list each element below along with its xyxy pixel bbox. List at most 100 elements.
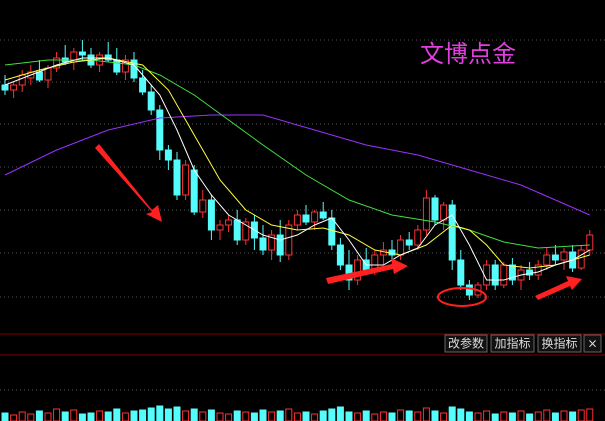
- candle-body: [336, 244, 344, 266]
- volume-bar: [500, 411, 508, 421]
- button-label: 换指标: [541, 336, 577, 351]
- candle-body: [225, 219, 233, 226]
- volume-bar: [190, 408, 198, 421]
- candle-body: [173, 159, 181, 196]
- volume-bar: [18, 411, 26, 421]
- volume-bar: [27, 413, 35, 421]
- toolbar-button[interactable]: 加指标: [490, 334, 535, 353]
- toolbar: 改参数 加指标 换指标 ×: [444, 334, 602, 353]
- volume-bar: [61, 411, 69, 421]
- candle-body: [78, 51, 86, 56]
- volume-bar: [164, 408, 172, 421]
- moving-average: [4, 57, 590, 269]
- volume-bar: [311, 413, 319, 421]
- candle-body: [216, 224, 224, 231]
- volume-bar: [113, 408, 121, 421]
- volume-bar: [354, 412, 362, 421]
- volume-bar: [276, 410, 284, 421]
- volume-bar: [10, 414, 18, 421]
- button-label: 加指标: [494, 336, 530, 351]
- candle-body: [44, 67, 52, 81]
- volume-bar: [345, 411, 353, 421]
- candle-body: [182, 164, 190, 196]
- candle-body: [302, 214, 310, 223]
- volume-bar: [302, 411, 310, 421]
- candle-body: [586, 234, 594, 251]
- volume-bar: [173, 406, 181, 421]
- volume-bar: [405, 410, 413, 421]
- volume-bar: [182, 410, 190, 421]
- volume-bar: [328, 408, 336, 421]
- volume-bar: [242, 411, 250, 421]
- volume-bar: [362, 410, 370, 421]
- volume-bar: [508, 412, 516, 421]
- candle-body: [190, 169, 198, 213]
- volume-bar: [560, 410, 568, 421]
- volume-bar: [388, 412, 396, 421]
- button-label: 改参数: [448, 336, 484, 351]
- volume-bar: [250, 412, 258, 421]
- candle-body: [164, 149, 172, 161]
- volume-bar: [139, 409, 147, 421]
- annotations: [95, 144, 582, 300]
- volume-bar: [44, 412, 52, 421]
- candle-body: [414, 229, 422, 246]
- volume-bar: [225, 413, 233, 421]
- volume-bar: [422, 407, 430, 421]
- volume-bar: [543, 409, 551, 421]
- candle-body: [139, 77, 147, 93]
- candle-body: [285, 224, 293, 256]
- candle-body: [465, 284, 473, 296]
- volume-bar: [147, 407, 155, 421]
- volume-bar: [216, 412, 224, 421]
- candle-body: [551, 254, 559, 261]
- toolbar-button[interactable]: 改参数: [444, 334, 488, 353]
- candle-body: [207, 199, 215, 231]
- volume-bar: [491, 413, 499, 421]
- candle-body: [311, 211, 319, 223]
- volume-bar: [448, 406, 456, 421]
- candle-body: [448, 204, 456, 261]
- candle-body: [328, 217, 336, 246]
- volume-bar: [259, 409, 267, 421]
- grid: [0, 39, 605, 391]
- volume-bar: [534, 411, 542, 421]
- volume-bar: [121, 412, 129, 421]
- volume-bar: [371, 413, 379, 421]
- volume-bar: [586, 408, 594, 421]
- volume-bar: [569, 411, 577, 421]
- volume-bar: [70, 409, 78, 421]
- volume-bar: [96, 410, 104, 421]
- volume-bar: [293, 412, 301, 421]
- volume-bar: [78, 413, 86, 421]
- chart-title: 文博点金: [420, 40, 516, 68]
- volume-bar: [457, 408, 465, 421]
- volume-bar: [207, 409, 215, 421]
- toolbar-button[interactable]: 换指标: [537, 334, 582, 353]
- candle-body: [276, 234, 284, 256]
- candle-body: [121, 59, 129, 73]
- volume-bar: [35, 410, 43, 421]
- candle-body: [10, 84, 18, 91]
- button-frame: [583, 334, 602, 353]
- volume-bar: [87, 412, 95, 421]
- toolbar-button[interactable]: ×: [583, 334, 602, 353]
- candle-body: [147, 91, 155, 111]
- candle-body: [508, 264, 516, 281]
- volume-bar: [414, 411, 422, 421]
- volume-bar: [1, 412, 9, 421]
- candle-body: [431, 197, 439, 221]
- candle-body: [268, 234, 276, 251]
- candle-body: [577, 249, 585, 269]
- volume-bar: [577, 409, 585, 421]
- candle-body: [293, 214, 301, 226]
- volume-bar: [199, 411, 207, 421]
- candle-body: [35, 71, 43, 81]
- candle-body: [397, 239, 405, 256]
- candle-body: [156, 109, 164, 151]
- candle-body: [440, 204, 448, 221]
- volume-bar: [285, 408, 293, 421]
- moving-average: [4, 114, 590, 216]
- candle-body: [457, 259, 465, 286]
